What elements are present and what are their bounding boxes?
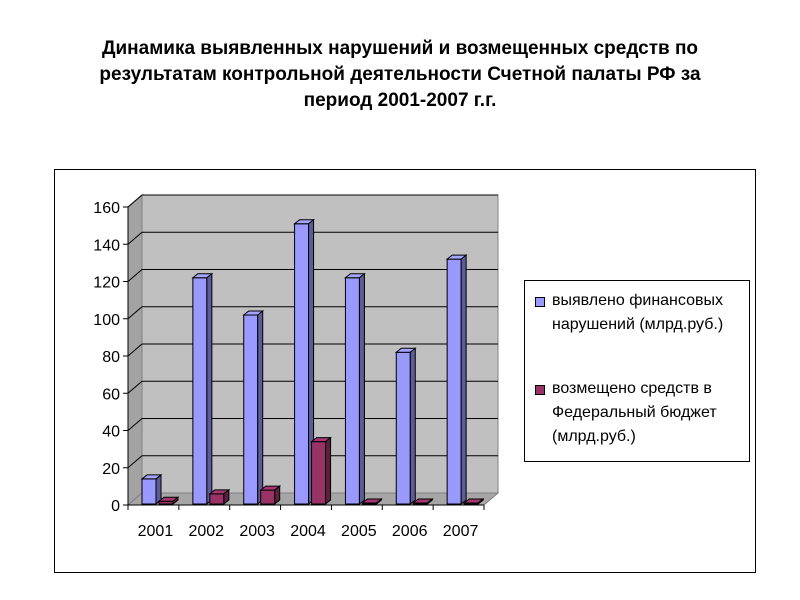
chart-title-line-1: Динамика выявленных нарушений и возмещен… <box>101 38 699 59</box>
legend-label-violations-line-1: выявлено финансовых <box>552 292 723 309</box>
y-tick-label: 40 <box>102 424 120 441</box>
y-tick-label: 100 <box>93 312 120 329</box>
x-tick-label: 2006 <box>392 523 428 540</box>
bar-reimbursed-side <box>325 436 332 506</box>
legend-swatch-reimbursed <box>535 385 545 395</box>
y-tick-label: 140 <box>93 237 120 254</box>
bar-violations <box>192 277 208 505</box>
bar-violations-side <box>206 272 213 506</box>
chart-title: Динамика выявленных нарушений и возмещен… <box>30 36 770 114</box>
legend-label-reimbursed: возмещено средств в Федеральный бюджет (… <box>552 377 752 449</box>
chart-title-line-2: результатам контрольной деятельности Сче… <box>99 64 701 85</box>
bar-violations <box>344 277 360 505</box>
x-tick-label: 2004 <box>290 523 326 540</box>
legend-label-reimbursed-line-3: (млрд.руб.) <box>552 428 636 445</box>
bar-reimbursed-side <box>223 488 230 506</box>
gridline <box>127 380 498 394</box>
bar-violations-side <box>460 254 467 506</box>
bar-reimbursed-side <box>172 496 179 506</box>
y-tick-label: 160 <box>93 200 120 217</box>
y-tick-label: 0 <box>111 498 120 515</box>
bar-violations <box>446 258 462 505</box>
y-tick-label: 120 <box>93 275 120 292</box>
bar-reimbursed <box>311 441 327 505</box>
x-tick-label: 2001 <box>138 523 174 540</box>
bar-violations <box>243 314 259 505</box>
y-tick-label: 20 <box>102 461 120 478</box>
bar-reimbursed-side <box>426 497 433 506</box>
bar-reimbursed <box>260 489 276 505</box>
x-tick-label: 2007 <box>443 523 479 540</box>
y-tick-label: 80 <box>102 349 120 366</box>
gridline <box>127 269 498 282</box>
bar-violations <box>141 478 157 505</box>
bar-violations <box>294 223 310 505</box>
legend-label-violations: выявлено финансовых нарушений (млрд.руб.… <box>552 289 752 337</box>
gridline <box>127 194 498 208</box>
legend-label-reimbursed-line-2: Федеральный бюджет <box>552 404 717 421</box>
gridline <box>127 231 498 245</box>
gridline <box>127 306 498 320</box>
legend-label-reimbursed-line-1: возмещено средств в <box>552 380 712 397</box>
bar-violations-side <box>257 309 264 506</box>
bar-reimbursed-side <box>274 485 281 506</box>
y-tick-label: 60 <box>102 386 120 403</box>
gridline <box>127 455 498 469</box>
legend-label-violations-line-2: нарушений (млрд.руб.) <box>552 316 724 333</box>
x-tick-label: 2005 <box>341 523 377 540</box>
x-tick-label: 2002 <box>188 523 224 540</box>
x-tick-label: 2003 <box>239 523 275 540</box>
legend: выявлено финансовых нарушений (млрд.руб.… <box>524 280 750 462</box>
gridline <box>127 418 498 431</box>
bar-reimbursed-side <box>477 497 484 506</box>
bar-violations-side <box>409 347 416 506</box>
chart-title-line-3: период 2001-2007 г.г. <box>303 90 497 111</box>
gridline <box>127 343 498 357</box>
bar-reimbursed <box>209 493 225 505</box>
bar-violations <box>395 351 411 505</box>
legend-swatch-violations <box>535 297 545 307</box>
bar-violations-side <box>358 272 365 506</box>
bar-reimbursed-side <box>375 497 382 506</box>
